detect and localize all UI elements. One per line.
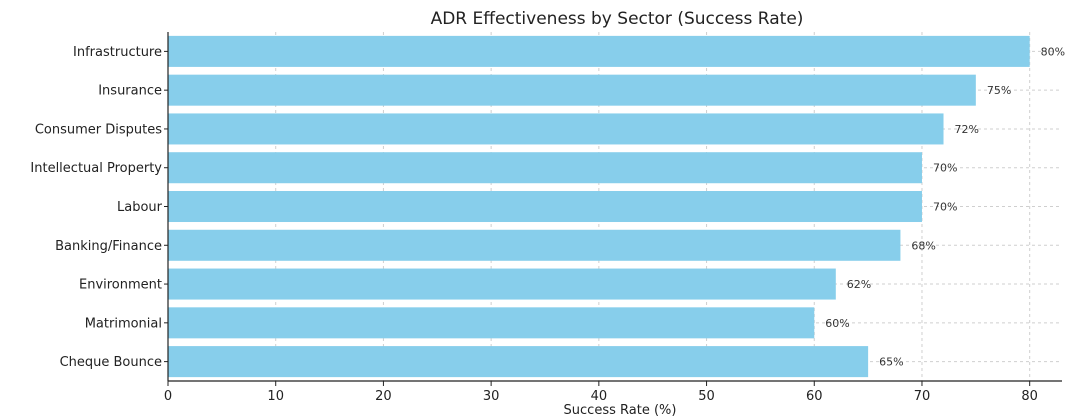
data-label: 70%	[933, 201, 957, 214]
category-labels: Infrastructure Insurance Consumer Disputes…	[30, 45, 168, 370]
data-labels: 80% 75% 72% 70% 70% 68% 62% 60% 65%	[825, 45, 1065, 368]
category-label: Infrastructure	[73, 45, 162, 60]
x-ticks: 0 10 20 30 40 50 60 70 80	[164, 381, 1038, 404]
category-label: Banking/Finance	[55, 239, 162, 254]
data-label: 62%	[847, 278, 871, 291]
bar	[168, 190, 922, 223]
bar	[168, 113, 944, 145]
x-axis-label: Success Rate (%)	[564, 403, 677, 418]
data-label: 72%	[955, 123, 979, 136]
category-label: Labour	[117, 200, 163, 215]
bar	[168, 229, 901, 261]
data-label: 80%	[1041, 45, 1065, 58]
category-label: Matrimonial	[85, 316, 162, 331]
data-label: 75%	[987, 84, 1011, 97]
x-tick-label: 30	[483, 389, 500, 404]
bar	[168, 268, 836, 300]
x-tick-label: 70	[914, 389, 931, 404]
bar	[168, 346, 869, 378]
category-label: Consumer Disputes	[35, 122, 162, 137]
x-tick-label: 80	[1021, 389, 1038, 404]
x-tick-label: 40	[591, 389, 608, 404]
x-tick-label: 50	[698, 389, 715, 404]
bars	[168, 35, 1030, 378]
category-label: Intellectual Property	[30, 161, 162, 176]
category-label: Environment	[79, 278, 162, 293]
x-tick-label: 60	[806, 389, 823, 404]
x-tick-label: 20	[375, 389, 392, 404]
data-label: 65%	[879, 356, 903, 369]
bar	[168, 35, 1030, 67]
category-label: Insurance	[98, 84, 162, 99]
bar	[168, 152, 922, 184]
data-label: 60%	[825, 317, 849, 330]
data-label: 70%	[933, 162, 957, 175]
bar	[168, 74, 976, 106]
x-tick-label: 0	[164, 389, 172, 404]
data-label: 68%	[911, 239, 935, 252]
category-label: Cheque Bounce	[60, 355, 162, 370]
chart-title: ADR Effectiveness by Sector (Success Rat…	[431, 9, 804, 29]
bar	[168, 307, 815, 339]
x-tick-label: 10	[267, 389, 284, 404]
